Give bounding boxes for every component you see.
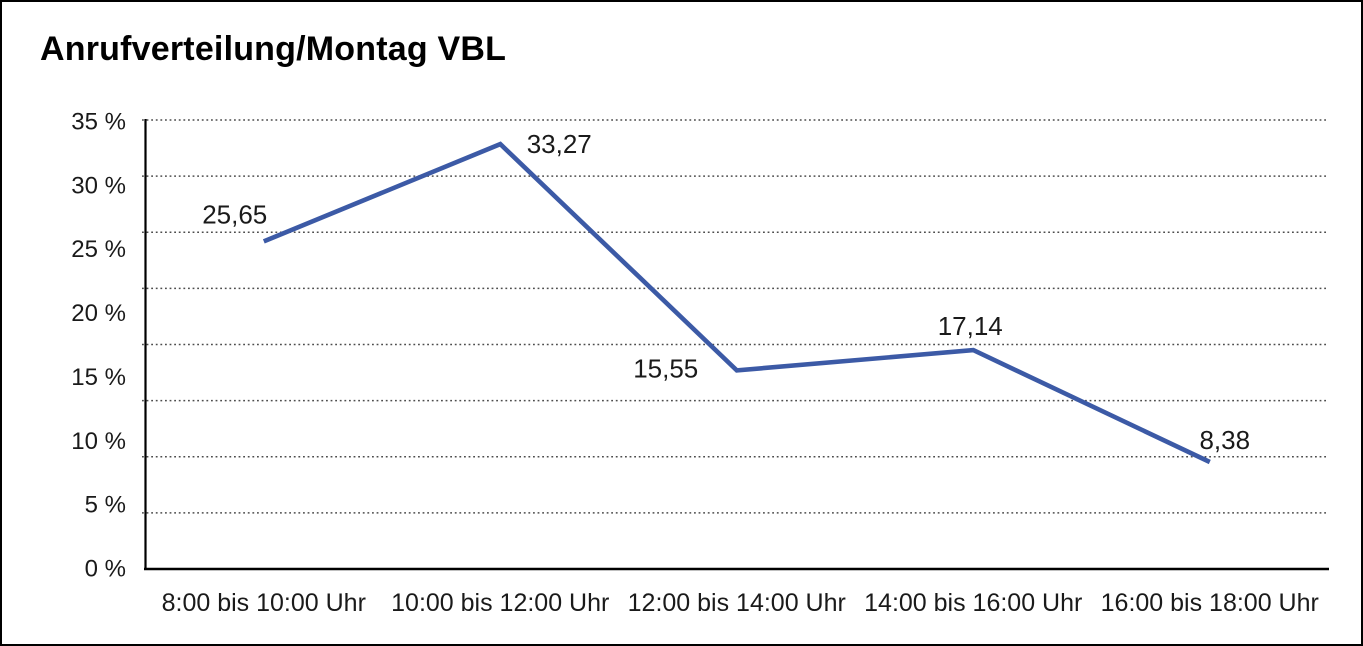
y-tick-label: 10 % xyxy=(71,428,126,455)
y-tick-label: 35 % xyxy=(71,109,126,136)
x-tick-label: 12:00 bis 14:00 Uhr xyxy=(628,589,846,617)
y-tick-label: 25 % xyxy=(71,236,126,263)
data-line xyxy=(262,141,1211,465)
value-label: 25,65 xyxy=(202,199,267,229)
x-axis-labels: 8:00 bis 10:00 Uhr 10:00 bis 12:00 Uhr 12:… xyxy=(162,589,1319,617)
y-tick-label: 0 % xyxy=(85,556,126,583)
y-tick-label: 20 % xyxy=(71,300,126,327)
y-axis-labels: 35 % 30 % 25 % 20 % 15 % 10 % 5 % 0 % xyxy=(71,109,126,583)
value-labels: 25,65 33,27 15,55 17,14 8,38 xyxy=(202,129,1250,455)
value-label: 33,27 xyxy=(527,129,592,159)
gridlines xyxy=(142,119,1328,514)
x-tick-label: 8:00 bis 10:00 Uhr xyxy=(162,589,366,617)
value-label: 15,55 xyxy=(633,353,698,383)
chart-title: Anrufverteilung/Montag VBL xyxy=(40,30,507,68)
y-tick-label: 30 % xyxy=(71,172,126,199)
y-tick-label: 15 % xyxy=(71,364,126,391)
x-tick-label: 14:00 bis 16:00 Uhr xyxy=(864,589,1082,617)
value-label: 8,38 xyxy=(1199,425,1250,455)
value-label: 17,14 xyxy=(938,311,1003,341)
x-tick-label: 10:00 bis 12:00 Uhr xyxy=(391,589,609,617)
x-tick-label: 16:00 bis 18:00 Uhr xyxy=(1101,589,1319,617)
y-tick-label: 5 % xyxy=(85,492,126,519)
